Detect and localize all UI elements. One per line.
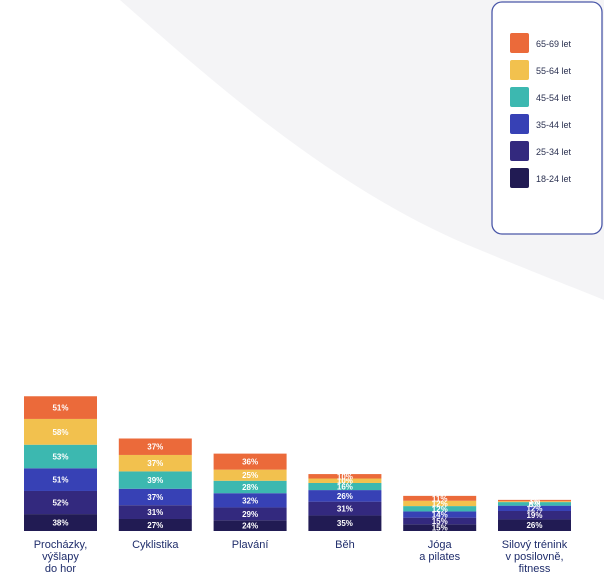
bar-segment-silovy-trenink-v-posilovne-fitness-25-34-let <box>498 510 571 520</box>
legend: 65-69 let 55-64 let 45-54 let 35-44 let 25-3… <box>491 1 603 235</box>
data-label-silovy-trenink-v-posilovne-fitness-45-54-let: 8% <box>529 500 541 509</box>
legend-label-65-69-let: 65-69 let <box>536 39 572 49</box>
bar-segment-plavani-45-54-let <box>213 480 287 494</box>
bar-segment-prochazky-vyslapy-do-hor-65-69-let <box>24 396 97 419</box>
legend-swatch-45-54-let <box>510 87 529 107</box>
data-label-silovy-trenink-v-posilovne-fitness-25-34-let: 19% <box>526 511 542 520</box>
bar-segment-plavani-18-24-let <box>213 520 287 531</box>
data-label-silovy-trenink-v-posilovne-fitness-35-44-let: 12% <box>526 504 542 513</box>
bar-segment-silovy-trenink-v-posilovne-fitness-45-54-let <box>498 502 571 506</box>
legend-label-45-54-let: 45-54 let <box>536 93 572 103</box>
data-label-plavani-35-44-let: 32% <box>242 496 258 505</box>
legend-label-55-64-let: 55-64 let <box>536 66 572 76</box>
bar-segment-prochazky-vyslapy-do-hor-45-54-let <box>24 444 97 469</box>
bar-segment-beh-35-44-let <box>308 490 382 502</box>
data-label-plavani-55-64-let: 25% <box>242 471 258 480</box>
legend-label-25-34-let: 25-34 let <box>536 147 572 157</box>
category-labels: Procházky, výšlapy do hor Cyklistika Plavání… <box>34 539 568 575</box>
data-label-beh-45-54-let: 16% <box>337 483 353 492</box>
data-label-joga-a-pilates-18-24-let: 15% <box>432 524 448 533</box>
data-label-beh-35-44-let: 26% <box>337 492 353 501</box>
data-label-beh-18-24-let: 35% <box>337 519 353 528</box>
category-label-prochazky-vyslapy-do-hor: Procházky, výšlapy do hor <box>34 539 88 575</box>
bar-segment-cyklistika-35-44-let <box>118 488 192 506</box>
data-label-silovy-trenink-v-posilovne-fitness-55-64-let: 2% <box>529 498 541 507</box>
bar-segment-cyklistika-25-34-let <box>118 505 192 519</box>
data-label-joga-a-pilates-25-34-let: 15% <box>432 517 448 526</box>
bar-segment-plavani-55-64-let <box>213 469 287 481</box>
data-label-plavani-25-34-let: 29% <box>242 510 258 519</box>
data-label-plavani-45-54-let: 28% <box>242 483 258 492</box>
data-label-prochazky-vyslapy-do-hor-35-44-let: 51% <box>52 476 68 485</box>
data-label-silovy-trenink-v-posilovne-fitness-65-69-let: 3% <box>529 497 541 506</box>
bar-segment-beh-65-69-let <box>308 474 382 479</box>
data-label-beh-55-64-let: 10% <box>337 477 353 486</box>
bar-segment-silovy-trenink-v-posilovne-fitness-18-24-let <box>498 519 571 531</box>
category-label-beh: Běh <box>335 539 355 551</box>
bar-segment-plavani-65-69-let <box>213 453 287 470</box>
bar-segment-cyklistika-45-54-let <box>118 471 192 489</box>
bar-segment-joga-a-pilates-45-54-let <box>403 506 477 512</box>
bar-segment-prochazky-vyslapy-do-hor-35-44-let <box>24 468 97 491</box>
legend-swatch-35-44-let <box>510 114 529 134</box>
bar-segment-prochazky-vyslapy-do-hor-55-64-let <box>24 418 97 445</box>
data-label-silovy-trenink-v-posilovne-fitness-18-24-let: 26% <box>526 521 542 530</box>
data-label-plavani-18-24-let: 24% <box>242 522 258 531</box>
data-label-prochazky-vyslapy-do-hor-25-34-let: 52% <box>52 499 68 508</box>
data-label-cyklistika-55-64-let: 37% <box>147 459 163 468</box>
category-label-cyklistika: Cyklistika <box>132 539 179 551</box>
background-arc-decoration <box>120 0 604 300</box>
data-label-joga-a-pilates-65-69-let: 11% <box>432 494 448 503</box>
bar-segment-joga-a-pilates-18-24-let <box>403 524 477 531</box>
data-label-cyklistika-25-34-let: 31% <box>147 508 163 517</box>
bar-segment-plavani-35-44-let <box>213 493 287 508</box>
bar-segment-plavani-25-34-let <box>213 507 287 521</box>
bar-segment-joga-a-pilates-55-64-let <box>403 500 477 507</box>
legend-swatch-18-24-let <box>510 168 529 188</box>
legend-swatch-55-64-let <box>510 60 529 80</box>
legend-label-35-44-let: 35-44 let <box>536 120 572 130</box>
data-label-cyklistika-65-69-let: 37% <box>147 443 163 452</box>
data-label-prochazky-vyslapy-do-hor-55-64-let: 58% <box>52 428 68 437</box>
legend-label-18-24-let: 18-24 let <box>536 174 572 184</box>
bar-segment-beh-18-24-let <box>308 515 382 531</box>
bar-segment-silovy-trenink-v-posilovne-fitness-65-69-let <box>498 499 571 502</box>
data-label-prochazky-vyslapy-do-hor-45-54-let: 53% <box>52 453 68 462</box>
bar-segment-cyklistika-55-64-let <box>118 454 192 472</box>
data-label-joga-a-pilates-55-64-let: 12% <box>432 499 448 508</box>
bar-segment-joga-a-pilates-35-44-let <box>403 511 477 518</box>
data-label-joga-a-pilates-45-54-let: 12% <box>432 505 448 514</box>
bar-segment-silovy-trenink-v-posilovne-fitness-35-44-let <box>498 505 571 511</box>
legend-swatch-25-34-let <box>510 141 529 161</box>
bar-segment-beh-45-54-let <box>308 482 382 491</box>
bars-layer: 38% 52% 51% 53% 58% 51% 27% 31% 37% 39% 37% 37% 24% 2… <box>24 396 571 533</box>
bar-segment-cyklistika-18-24-let <box>118 518 192 531</box>
data-label-prochazky-vyslapy-do-hor-18-24-let: 38% <box>52 519 68 528</box>
category-label-silovy-trenink-v-posilovne-fitness: Silový trénink v posilovně, fitness <box>502 539 568 575</box>
bar-segment-prochazky-vyslapy-do-hor-18-24-let <box>24 514 97 531</box>
category-label-plavani: Plavání <box>232 539 269 551</box>
bar-segment-joga-a-pilates-65-69-let <box>403 495 477 501</box>
data-label-cyklistika-45-54-let: 39% <box>147 476 163 485</box>
bar-segment-beh-55-64-let <box>308 478 382 483</box>
legend-swatch-65-69-let <box>510 33 529 53</box>
data-label-beh-25-34-let: 31% <box>337 505 353 514</box>
bar-segment-prochazky-vyslapy-do-hor-25-34-let <box>24 490 97 515</box>
data-label-beh-65-69-let: 10% <box>337 472 353 481</box>
bar-segment-silovy-trenink-v-posilovne-fitness-55-64-let <box>498 501 571 503</box>
legend-frame <box>491 1 603 235</box>
category-label-joga-a-pilates: Jóga a pilates <box>419 539 460 563</box>
bar-segment-joga-a-pilates-25-34-let <box>403 517 477 525</box>
bar-segment-cyklistika-65-69-let <box>118 438 192 455</box>
data-label-cyklistika-18-24-let: 27% <box>147 521 163 530</box>
bar-segment-beh-25-34-let <box>308 501 382 516</box>
data-label-cyklistika-35-44-let: 37% <box>147 493 163 502</box>
data-label-joga-a-pilates-35-44-let: 14% <box>432 511 448 520</box>
data-label-prochazky-vyslapy-do-hor-65-69-let: 51% <box>52 404 68 413</box>
data-label-plavani-65-69-let: 36% <box>242 458 258 467</box>
